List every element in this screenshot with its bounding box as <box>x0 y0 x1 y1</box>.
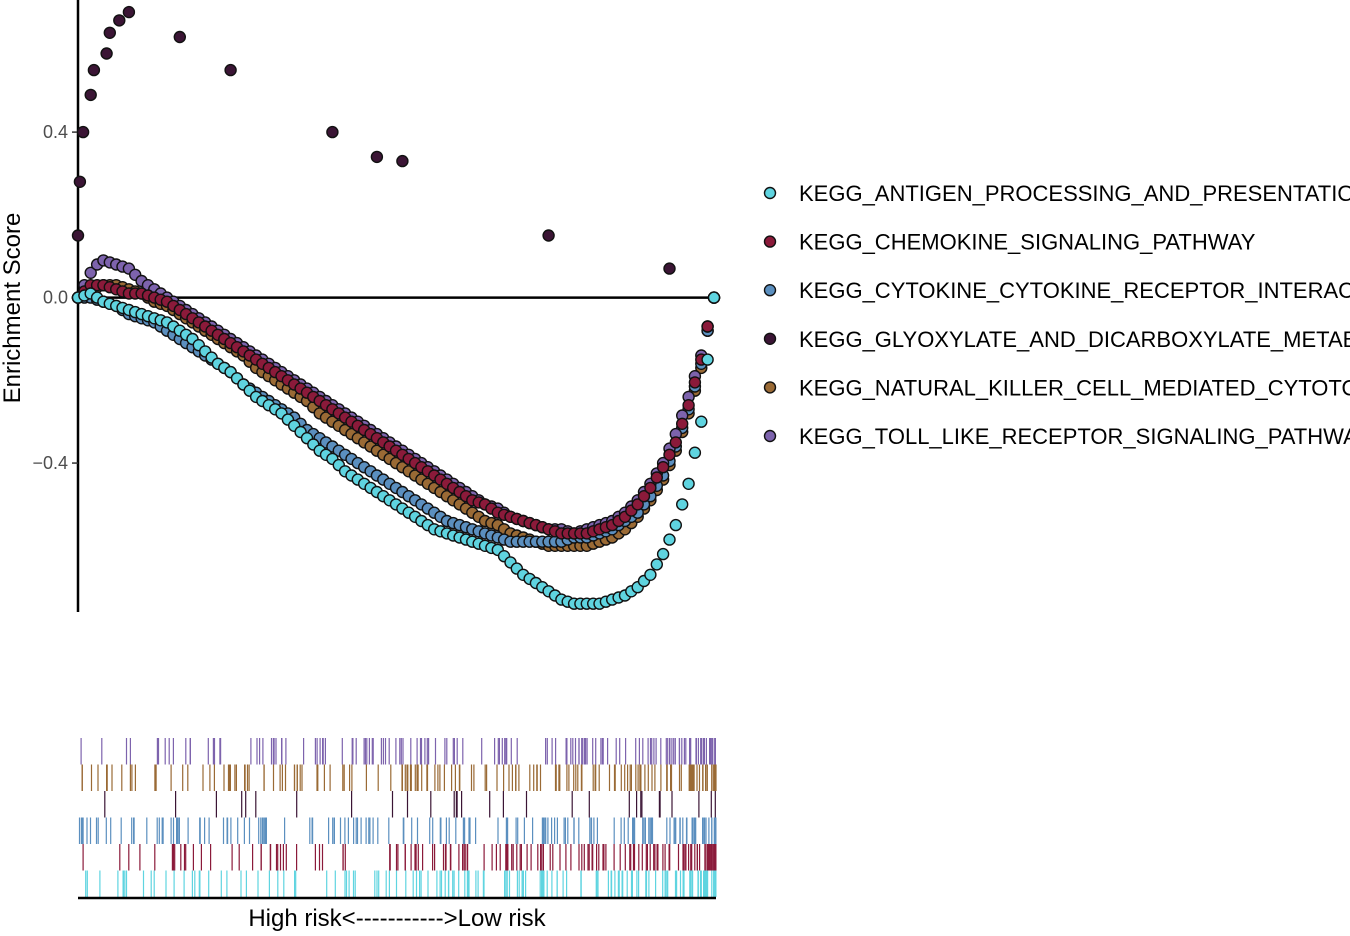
legend-marker <box>763 429 777 443</box>
series-point <box>73 175 87 189</box>
series-point <box>224 63 237 77</box>
series-point <box>669 518 682 532</box>
legend-marker <box>763 186 777 200</box>
series-point <box>87 63 101 77</box>
y-tick-label: 0.0 <box>43 288 68 308</box>
legend-entry: KEGG_TOLL_LIKE_RECEPTOR_SIGNALING_PATHWA… <box>799 424 1350 449</box>
series-point <box>644 481 657 495</box>
series-point <box>656 547 670 561</box>
series-point <box>707 291 721 304</box>
x-axis-title: High risk<----------->Low risk <box>248 905 546 932</box>
y-tick-label: −0.4 <box>32 453 68 473</box>
series-point <box>370 150 384 164</box>
y-ticks: 0.4 0.0 −0.4 <box>32 122 78 473</box>
series-point <box>682 399 695 412</box>
y-tick-label: 0.4 <box>43 122 68 142</box>
series-point <box>688 376 702 389</box>
y-axis-title: Enrichment Score <box>0 213 26 404</box>
series-point <box>650 558 663 571</box>
series-point <box>84 266 97 279</box>
series-point <box>631 498 644 511</box>
legend-marker <box>763 284 777 297</box>
series-point <box>676 498 689 511</box>
series-point <box>103 26 117 39</box>
series-point <box>326 125 339 139</box>
series-point <box>644 568 657 581</box>
legend-entry: KEGG_CHEMOKINE_SIGNALING_PATHWAY <box>799 230 1256 255</box>
legend-marker <box>763 381 777 394</box>
series-point <box>663 262 676 275</box>
series-point <box>682 477 695 490</box>
legend-entry: KEGG_ANTIGEN_PROCESSING_AND_PRESENTATION <box>799 181 1350 206</box>
legend-entry: KEGG_NATURAL_KILLER_CELL_MEDIATED_CYTOTO… <box>799 375 1350 400</box>
series-point <box>676 417 689 430</box>
series-point <box>76 125 90 139</box>
gene-hit-rug <box>78 738 717 897</box>
series-point <box>688 446 702 459</box>
series-point <box>100 47 113 60</box>
series-point <box>650 471 663 484</box>
series-point <box>113 14 126 27</box>
legend: KEGG_ANTIGEN_PROCESSING_AND_PRESENTATION… <box>763 181 1350 449</box>
plot-panel: 0.4 0.0 −0.4 Enrichment Score <box>0 0 721 612</box>
series-point <box>122 5 136 19</box>
series-point <box>542 229 555 242</box>
series-point <box>173 30 187 44</box>
legend-entry: KEGG_CYTOKINE_CYTOKINE_RECEPTOR_INTERACT… <box>799 278 1350 303</box>
series-point <box>663 533 676 546</box>
series-point <box>669 436 682 449</box>
series-point <box>701 353 714 366</box>
series-point <box>701 320 714 333</box>
series-point <box>71 229 85 242</box>
series-points <box>71 5 721 610</box>
legend-marker <box>763 332 777 345</box>
series-point <box>637 490 651 503</box>
legend-entry: KEGG_GLYOXYLATE_AND_DICARBOXYLATE_METABO… <box>799 327 1350 352</box>
legend-marker <box>763 235 777 248</box>
series-point <box>84 88 97 102</box>
series-point <box>695 415 708 428</box>
series-point <box>663 448 676 461</box>
series-point <box>396 154 409 168</box>
series-point <box>656 461 670 474</box>
